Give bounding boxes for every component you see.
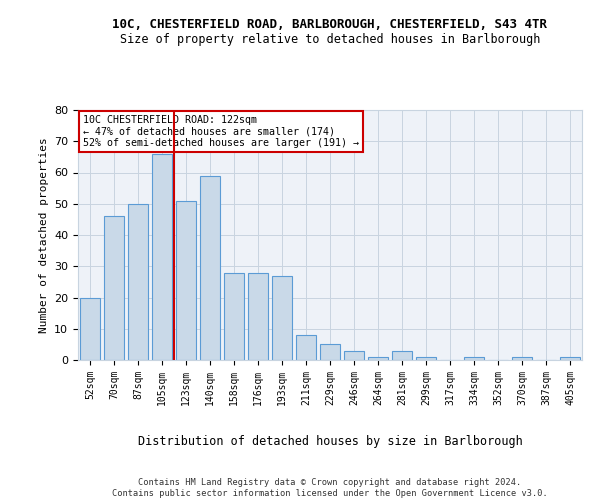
Bar: [512, 357, 532, 360]
Bar: [392, 350, 412, 360]
Bar: [104, 216, 124, 360]
Bar: [152, 154, 172, 360]
Text: Contains HM Land Registry data © Crown copyright and database right 2024.
Contai: Contains HM Land Registry data © Crown c…: [112, 478, 548, 498]
Bar: [224, 272, 244, 360]
Bar: [416, 357, 436, 360]
Bar: [464, 357, 484, 360]
Bar: [320, 344, 340, 360]
Bar: [200, 176, 220, 360]
Text: Distribution of detached houses by size in Barlborough: Distribution of detached houses by size …: [137, 435, 523, 448]
Bar: [296, 335, 316, 360]
Bar: [368, 357, 388, 360]
Bar: [80, 298, 100, 360]
Bar: [344, 350, 364, 360]
Bar: [128, 204, 148, 360]
Bar: [272, 276, 292, 360]
Text: 10C CHESTERFIELD ROAD: 122sqm
← 47% of detached houses are smaller (174)
52% of : 10C CHESTERFIELD ROAD: 122sqm ← 47% of d…: [83, 115, 359, 148]
Text: Size of property relative to detached houses in Barlborough: Size of property relative to detached ho…: [120, 32, 540, 46]
Bar: [248, 272, 268, 360]
Bar: [176, 200, 196, 360]
Bar: [560, 357, 580, 360]
Text: 10C, CHESTERFIELD ROAD, BARLBOROUGH, CHESTERFIELD, S43 4TR: 10C, CHESTERFIELD ROAD, BARLBOROUGH, CHE…: [113, 18, 548, 30]
Y-axis label: Number of detached properties: Number of detached properties: [38, 137, 49, 333]
